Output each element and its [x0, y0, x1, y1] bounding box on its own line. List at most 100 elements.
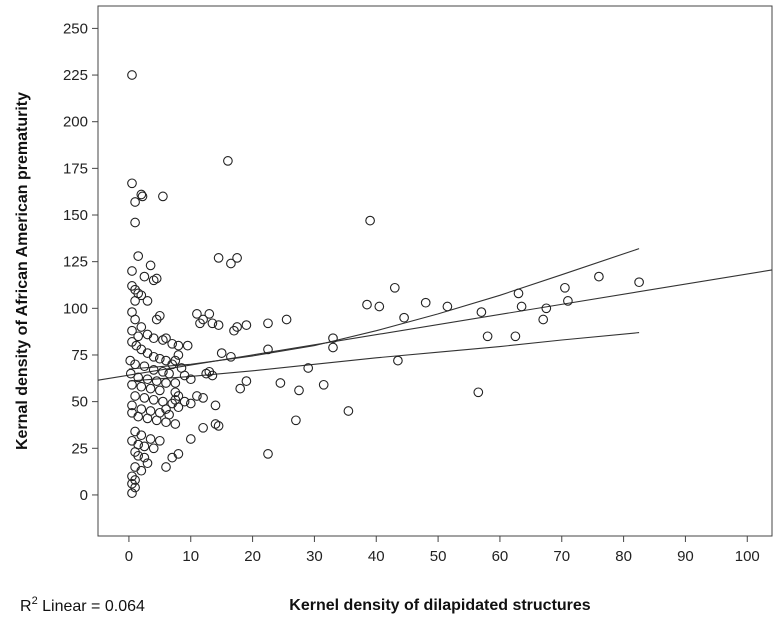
scatter-point-43 — [164, 368, 174, 379]
scatter-point-150 — [399, 312, 409, 323]
scatter-point-67 — [161, 417, 171, 428]
scatter-point-15 — [148, 275, 159, 286]
x-tick-label-7: 70 — [553, 548, 570, 565]
scatter-point-143 — [328, 342, 338, 353]
scatter-point-75 — [139, 441, 150, 452]
scatter-point-99 — [179, 396, 190, 407]
x-tick-label-0: 0 — [125, 548, 133, 565]
scatter-point-37 — [173, 350, 184, 360]
scatter-point-71 — [136, 430, 147, 441]
scatter-point-152 — [420, 297, 431, 308]
scatter-point-1 — [127, 178, 137, 189]
x-tick-label-9: 90 — [677, 548, 694, 565]
x-axis: 0 10 20 30 40 50 60 70 80 90 100 — [125, 536, 760, 565]
scatter-point-127 — [223, 156, 233, 166]
scatter-point-73 — [154, 435, 165, 446]
scatter-point-2 — [130, 197, 140, 207]
scatter-point-145 — [263, 449, 273, 459]
scatter-point-124 — [213, 253, 224, 263]
y-tick-label-0: 0 — [80, 487, 88, 504]
y-tick-label-8: 200 — [63, 114, 88, 131]
scatter-point-162 — [560, 282, 570, 293]
scatter-point-18 — [142, 296, 153, 306]
scatter-point-54 — [130, 391, 140, 401]
scatter-point-154 — [476, 307, 487, 317]
scatter-point-147 — [362, 299, 372, 310]
scatter-point-118 — [198, 393, 208, 403]
scatter-point-14 — [136, 290, 147, 301]
scatter-point-134 — [263, 318, 273, 329]
scatter-point-25 — [133, 331, 144, 342]
scatter-point-141 — [318, 379, 329, 390]
scatter-point-163 — [563, 296, 573, 306]
scatter-point-128 — [226, 351, 236, 362]
plot-frame — [97, 5, 773, 537]
scatter-point-45 — [133, 372, 144, 383]
scatter-point-20 — [130, 314, 140, 325]
scatter-point-5 — [130, 217, 140, 228]
scatter-point-96 — [185, 374, 196, 385]
fit-lines — [97, 248, 773, 382]
r-squared-superscript: 2 — [32, 595, 38, 607]
y-axis: 0 25 50 75 100 125 150 175 200 225 250 — [63, 20, 98, 504]
y-axis-title: Kernal density of African American prema… — [14, 92, 31, 450]
scatter-point-107 — [161, 462, 171, 472]
scatter-point-121 — [213, 421, 224, 431]
scatter-point-21 — [136, 322, 147, 332]
scatter-point-41 — [148, 365, 159, 375]
scatter-point-77 — [127, 435, 137, 446]
scatter-point-40 — [139, 361, 150, 372]
scatter-point-17 — [130, 296, 140, 306]
scatter-point-52 — [154, 385, 165, 396]
scatter-point-76 — [148, 443, 159, 454]
y-tick-label-3: 75 — [71, 347, 88, 364]
scatter-point-3 — [136, 189, 147, 200]
scatter-point-103 — [173, 402, 184, 413]
x-tick-label-2: 20 — [244, 548, 261, 565]
scatter-point-27 — [148, 333, 159, 344]
y-tick-label-7: 175 — [63, 160, 88, 177]
scatter-point-34 — [154, 353, 165, 364]
r-squared-value: Linear = 0.064 — [38, 598, 145, 615]
scatter-point-160 — [538, 314, 549, 325]
scatter-point-89 — [161, 333, 171, 344]
scatter-point-90 — [167, 338, 178, 349]
x-axis-title: Kernel density of dilapidated structures — [289, 597, 591, 614]
scatter-point-33 — [148, 351, 159, 362]
scatter-point-137 — [275, 378, 286, 388]
confidence-band-lower — [128, 332, 640, 382]
scatter-point-161 — [541, 303, 552, 314]
scatter-point-91 — [173, 340, 184, 351]
y-tick-label-2: 50 — [71, 394, 88, 411]
data-points — [125, 70, 644, 498]
scatter-point-83 — [136, 465, 147, 476]
scatter-point-159 — [516, 301, 527, 312]
scatter-point-80 — [139, 452, 150, 463]
scatter-point-111 — [207, 318, 218, 329]
scatter-point-119 — [198, 422, 208, 433]
scatter-point-46 — [142, 374, 153, 385]
scatter-point-4 — [137, 191, 148, 202]
scatter-point-38 — [125, 355, 136, 366]
scatter-point-138 — [294, 385, 304, 396]
y-tick-label-9: 225 — [63, 67, 88, 84]
scatter-point-117 — [207, 370, 218, 381]
scatter-point-140 — [291, 415, 301, 426]
scatter-point-92 — [182, 340, 193, 351]
scatter-point-108 — [192, 309, 202, 319]
x-tick-label-5: 50 — [430, 548, 447, 565]
y-tick-label-5: 125 — [63, 254, 88, 271]
scatter-point-113 — [216, 348, 227, 358]
scatter-point-165 — [634, 277, 644, 288]
scatter-point-151 — [393, 355, 403, 366]
scatter-point-8 — [133, 251, 144, 261]
scatter-point-79 — [133, 450, 144, 461]
scatter-point-106 — [185, 434, 196, 444]
scatter-point-133 — [241, 376, 252, 386]
x-tick-label-1: 10 — [182, 548, 199, 565]
scatter-point-42 — [158, 366, 168, 377]
scatter-point-146 — [365, 215, 375, 226]
y-tick-label-6: 150 — [63, 207, 88, 224]
scatter-point-136 — [263, 344, 273, 355]
scatter-point-114 — [198, 314, 208, 325]
